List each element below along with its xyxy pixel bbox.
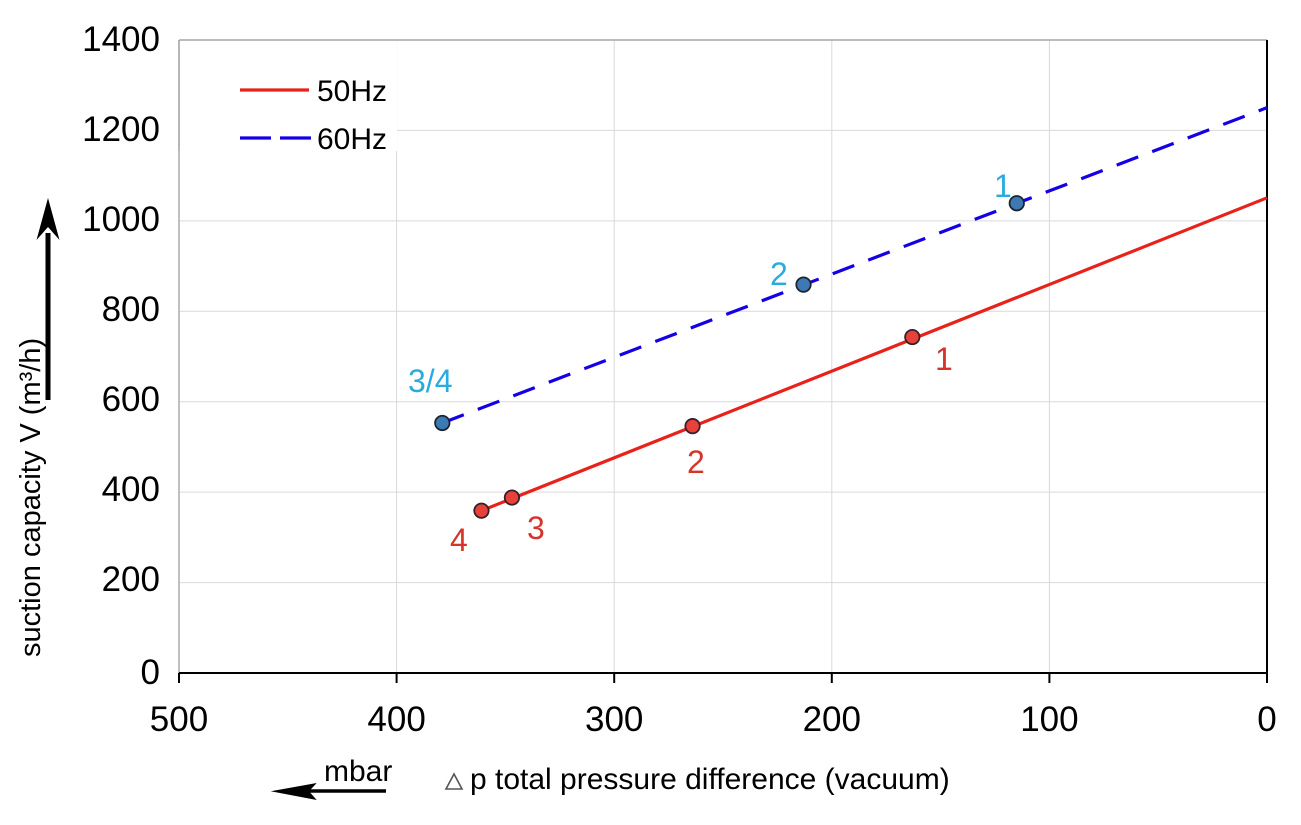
svg-text:suction capacity V (m³/h): suction capacity V (m³/h) — [15, 338, 47, 657]
svg-text:60Hz: 60Hz — [317, 123, 387, 156]
svg-text:400: 400 — [367, 700, 425, 739]
svg-text:1400: 1400 — [82, 20, 160, 59]
svg-text:50Hz: 50Hz — [317, 75, 387, 108]
svg-text:2: 2 — [687, 444, 705, 480]
svg-text:500: 500 — [150, 700, 208, 739]
svg-text:1000: 1000 — [82, 200, 160, 239]
svg-text:3/4: 3/4 — [408, 363, 452, 399]
svg-text:300: 300 — [585, 700, 643, 739]
svg-text:3: 3 — [527, 510, 545, 546]
svg-text:400: 400 — [102, 470, 160, 509]
svg-text:1: 1 — [935, 341, 953, 377]
svg-text:mbar: mbar — [324, 755, 392, 788]
svg-text:0: 0 — [141, 653, 160, 692]
svg-text:2: 2 — [770, 256, 788, 292]
svg-text:1200: 1200 — [82, 110, 160, 149]
svg-text:200: 200 — [803, 700, 861, 739]
svg-text:200: 200 — [102, 560, 160, 599]
svg-text:p total pressure difference (v: p total pressure difference (vacuum) — [470, 763, 950, 796]
svg-text:800: 800 — [102, 290, 160, 329]
svg-text:1: 1 — [994, 168, 1012, 204]
svg-text:100: 100 — [1020, 700, 1078, 739]
svg-text:600: 600 — [102, 380, 160, 419]
svg-text:0: 0 — [1257, 700, 1276, 739]
svg-text:4: 4 — [450, 522, 468, 558]
